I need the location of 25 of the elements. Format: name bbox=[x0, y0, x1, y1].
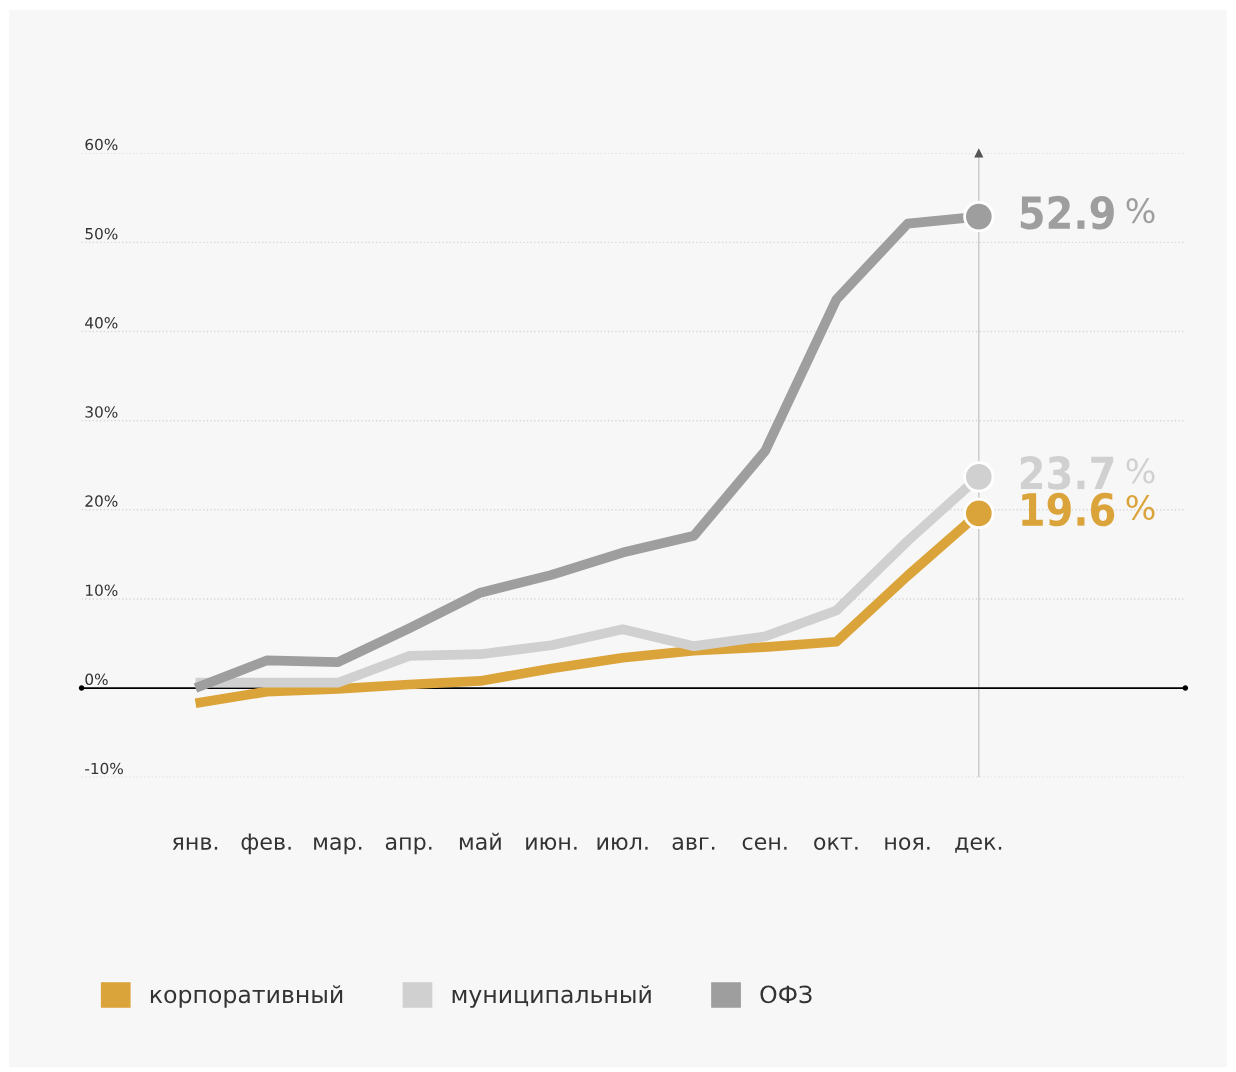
legend-label: корпоративный bbox=[150, 985, 343, 1008]
x-tick-label: мар. bbox=[314, 837, 362, 855]
legend-label: муниципальный bbox=[452, 985, 651, 1008]
x-tick-label: янв. bbox=[172, 837, 218, 850]
x-tick-label: ноя. bbox=[885, 837, 930, 850]
y-tick-label: -10% bbox=[85, 762, 123, 775]
x-tick-label: май bbox=[459, 832, 501, 850]
data-label: 19.6 % bbox=[1022, 492, 1155, 527]
x-tick-label: авг. bbox=[672, 837, 715, 850]
y-tick-label: 10% bbox=[86, 584, 118, 596]
y-tick-label: 20% bbox=[85, 495, 118, 507]
x-tick-label: дек. bbox=[955, 837, 1002, 853]
y-tick-label: 60% bbox=[85, 138, 118, 151]
x-tick-label: окт. bbox=[814, 837, 858, 850]
y-tick-label: 40% bbox=[85, 317, 118, 329]
legend-label: ОФЗ bbox=[760, 985, 812, 1004]
y-tick-label: 0% bbox=[85, 673, 108, 686]
x-tick-label: июн. bbox=[526, 837, 577, 850]
x-tick-label: сен. bbox=[742, 837, 787, 850]
x-tick-label: апр. bbox=[385, 837, 432, 855]
data-label: 52.9 % bbox=[1020, 195, 1155, 230]
x-tick-label: июл. bbox=[597, 837, 648, 850]
y-tick-label: 30% bbox=[85, 406, 118, 418]
x-tick-label: фев. bbox=[241, 833, 291, 855]
y-tick-label: 50% bbox=[85, 227, 118, 240]
